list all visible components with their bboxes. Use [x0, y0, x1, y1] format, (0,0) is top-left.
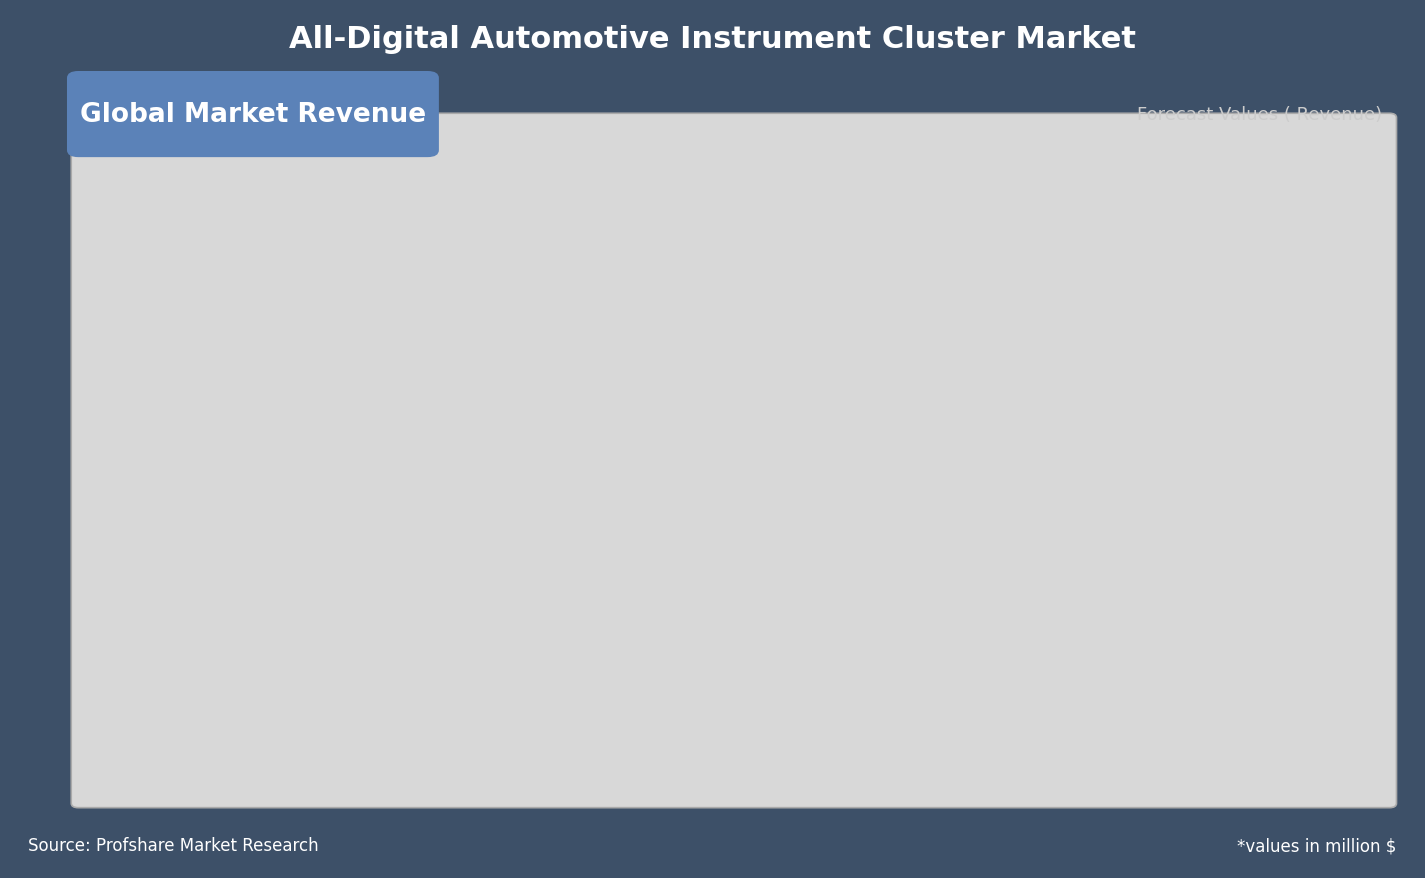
Text: Global Market Revenue: Global Market Revenue	[80, 102, 426, 128]
Bar	[390, 523, 482, 716]
Legend: Revenue: Revenue	[185, 149, 332, 186]
Text: Forecast Values ( Revenue): Forecast Values ( Revenue)	[1137, 106, 1382, 124]
Y-axis label: Revenue: Revenue	[91, 418, 111, 504]
Bar	[1050, 346, 1141, 716]
Bar	[225, 557, 316, 716]
Bar	[556, 493, 647, 716]
Bar	[1216, 282, 1307, 716]
Text: All-Digital Automotive Instrument Cluster Market: All-Digital Automotive Instrument Cluste…	[289, 25, 1136, 54]
Bar	[885, 407, 976, 716]
Text: Source: Profshare Market Research: Source: Profshare Market Research	[28, 836, 319, 854]
X-axis label: Year: Year	[745, 750, 787, 768]
Text: *values in million $: *values in million $	[1237, 836, 1396, 854]
Bar	[721, 453, 811, 716]
